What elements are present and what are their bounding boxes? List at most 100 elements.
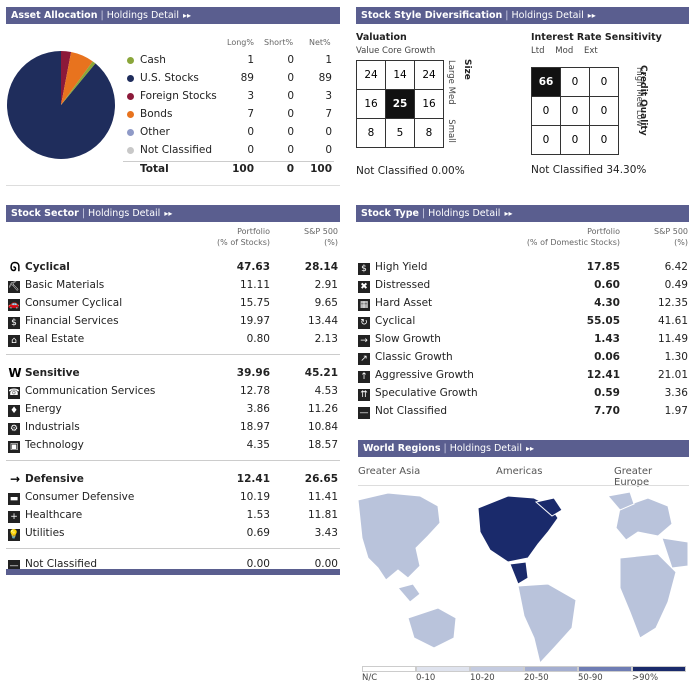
stock-type-label: Classic Growth xyxy=(375,351,453,363)
allocation-label: Bonds xyxy=(140,108,173,120)
double-chevron-right-icon[interactable]: ▸▸ xyxy=(164,209,173,218)
stock-type-row[interactable]: ↑ Aggressive Growth 12.41 21.01 xyxy=(356,367,689,384)
holdings-detail-link[interactable]: Holdings Detail xyxy=(511,10,584,21)
style-not-classified: Not Classified 0.00% xyxy=(356,165,465,177)
sector-sp500-value: 0.00 xyxy=(314,558,338,570)
allocation-label: Foreign Stocks xyxy=(140,90,217,102)
consumer-defensive-icon: ▬ xyxy=(8,493,20,505)
irs-not-classified: Not Classified 34.30% xyxy=(531,164,647,176)
region-greater-europe[interactable]: Greater Europe xyxy=(614,466,653,488)
stock-type-row[interactable]: ↻ Cyclical 55.05 41.61 xyxy=(356,313,689,330)
sector-portfolio-value: 4.35 xyxy=(246,439,270,451)
stock-type-portfolio-value: 17.85 xyxy=(586,261,620,273)
sector-group-row[interactable]: → Defensive 12.41 26.65 xyxy=(6,471,340,488)
sector-label: Cyclical xyxy=(25,261,70,273)
sector-portfolio-value: 3.86 xyxy=(246,403,270,415)
holdings-detail-link[interactable]: Holdings Detail xyxy=(449,443,522,454)
type-col2-b: (%) xyxy=(674,238,688,247)
map-region-europe xyxy=(615,497,673,541)
sector-label: Basic Materials xyxy=(25,279,105,291)
stock-type-row[interactable]: — Not Classified 7.70 1.97 xyxy=(356,403,689,420)
stock-type-row[interactable]: $ High Yield 17.85 6.42 xyxy=(356,259,689,276)
valuation-label: Valuation xyxy=(356,32,407,43)
pie-slice xyxy=(61,61,96,105)
map-region-oceania xyxy=(407,607,457,649)
sector-group-row[interactable]: W Sensitive 39.96 45.21 xyxy=(6,365,340,382)
col-long-header: Long% xyxy=(227,38,254,47)
stock-type-portfolio-value: 12.41 xyxy=(586,369,620,381)
sector-item-row[interactable]: $ Financial Services 19.97 13.44 xyxy=(6,313,340,330)
holdings-detail-link[interactable]: Holdings Detail xyxy=(88,208,161,219)
grid-cell: 66 xyxy=(531,67,561,97)
map-region-greenland xyxy=(607,491,635,511)
sector-sp500-value: 18.57 xyxy=(307,439,338,451)
region-greater-asia[interactable]: Greater Asia xyxy=(358,466,421,477)
holdings-detail-link[interactable]: Holdings Detail xyxy=(428,208,501,219)
allocation-row: Not Classified 0 0 0 xyxy=(123,141,340,159)
sector-item-row[interactable]: 🚗 Consumer Cyclical 15.75 9.65 xyxy=(6,295,340,312)
type-col1-b: (% of Domestic Stocks) xyxy=(526,238,620,247)
sector-portfolio-value: 1.53 xyxy=(246,509,270,521)
sector-item-row[interactable]: ⌂ Real Estate 0.80 2.13 xyxy=(6,331,340,348)
sector-col1-b: (% of Stocks) xyxy=(217,238,270,247)
sector-label: Consumer Cyclical xyxy=(25,297,123,309)
sector-label: Defensive xyxy=(25,473,84,485)
sector-item-row[interactable]: + Healthcare 1.53 11.81 xyxy=(6,507,340,524)
asset-allocation-panel: Asset Allocation | Holdings Detail ▸▸ Long%… xyxy=(6,7,340,187)
energy-icon: ♦ xyxy=(8,405,20,417)
slow-growth-icon: → xyxy=(358,333,370,350)
sector-portfolio-value: 12.41 xyxy=(236,473,270,485)
sector-item-row[interactable]: ♦ Energy 3.86 11.26 xyxy=(6,401,340,418)
size-row-small: Small xyxy=(446,119,456,143)
pie-slice xyxy=(7,51,116,159)
technology-icon: ▣ xyxy=(8,441,20,453)
sector-sp500-value: 11.81 xyxy=(307,509,338,521)
stock-type-sp500-value: 21.01 xyxy=(657,369,688,381)
double-chevron-right-icon[interactable]: ▸▸ xyxy=(504,209,513,218)
type-col2-a: S&P 500 xyxy=(654,227,688,236)
allocation-row: Cash 1 0 1 xyxy=(123,51,340,69)
grid-cell: 0 xyxy=(531,96,561,126)
sector-group-row[interactable]: ᘏ Cyclical 47.63 28.14 xyxy=(6,259,340,276)
scale-label: 0-10 xyxy=(416,673,436,683)
stock-type-row[interactable]: ⇈ Speculative Growth 0.59 3.36 xyxy=(356,385,689,402)
scale-swatch xyxy=(632,666,686,672)
legend-dot xyxy=(127,147,134,154)
allocation-short: 0 xyxy=(287,90,294,102)
irs-col-ext: Ext xyxy=(584,46,598,56)
holdings-detail-link[interactable]: Holdings Detail xyxy=(106,10,179,21)
sector-item-row[interactable]: ▬ Consumer Defensive 10.19 11.41 xyxy=(6,489,340,506)
map-region-asia xyxy=(358,492,441,581)
sector-item-row[interactable]: 💡 Utilities 0.69 3.43 xyxy=(6,525,340,542)
pie-slice xyxy=(61,51,93,105)
sector-sp500-value: 45.21 xyxy=(304,367,338,379)
sector-portfolio-value: 15.75 xyxy=(239,297,270,309)
double-chevron-right-icon[interactable]: ▸▸ xyxy=(587,11,596,20)
allocation-long: 7 xyxy=(247,108,254,120)
sector-sp500-value: 26.65 xyxy=(304,473,338,485)
sector-item-row[interactable]: ⛏ Basic Materials 11.11 2.91 xyxy=(6,277,340,294)
stock-type-row[interactable]: ▦ Hard Asset 4.30 12.35 xyxy=(356,295,689,312)
double-chevron-right-icon[interactable]: ▸▸ xyxy=(525,444,534,453)
type-col1-a: Portfolio xyxy=(587,227,620,236)
scale-swatch xyxy=(578,666,632,672)
region-americas[interactable]: Americas xyxy=(496,466,543,477)
sector-item-row[interactable]: ☎ Communication Services 12.78 4.53 xyxy=(6,383,340,400)
interest-rate-grid: 66 0 0 0 0 0 0 0 0 xyxy=(531,67,619,155)
stock-type-row[interactable]: ✖ Distressed 0.60 0.49 xyxy=(356,277,689,294)
stock-type-row[interactable]: → Slow Growth 1.43 11.49 xyxy=(356,331,689,348)
stock-type-row[interactable]: ↗ Classic Growth 0.06 1.30 xyxy=(356,349,689,366)
scale-swatch xyxy=(470,666,524,672)
grid-cell: 0 xyxy=(589,96,619,126)
double-chevron-right-icon[interactable]: ▸▸ xyxy=(182,11,191,20)
sector-label: Utilities xyxy=(25,527,65,539)
sector-item-row[interactable]: ▣ Technology 4.35 18.57 xyxy=(6,437,340,454)
sector-item-row[interactable]: ⚙ Industrials 18.97 10.84 xyxy=(6,419,340,436)
style-box-grid: 24 14 24 16 25 16 8 5 8 xyxy=(356,60,444,148)
stock-type-portfolio-value: 4.30 xyxy=(594,297,620,309)
sector-portfolio-value: 18.97 xyxy=(239,421,270,433)
stock-type-title: Stock Type xyxy=(361,208,419,219)
legend-dot xyxy=(127,75,134,82)
allocation-short: 0 xyxy=(287,144,294,156)
sector-label: Consumer Defensive xyxy=(25,491,135,503)
